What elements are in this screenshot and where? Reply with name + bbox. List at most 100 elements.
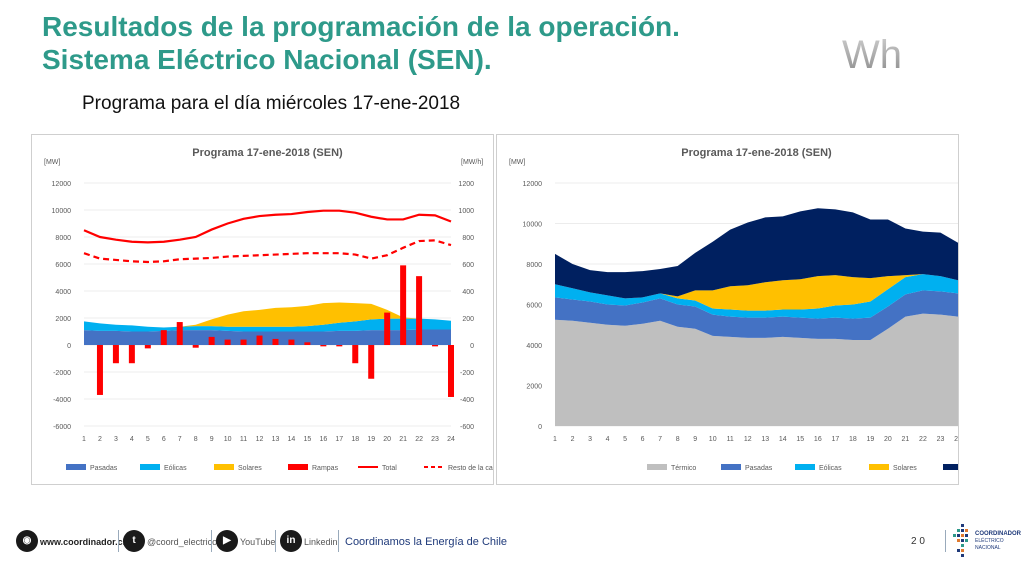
x-tick-label: 22 bbox=[919, 436, 927, 443]
x-tick-label: 8 bbox=[194, 436, 198, 443]
bar-rampas bbox=[256, 335, 263, 345]
y2-tick-label: -400 bbox=[460, 397, 474, 404]
x-tick-label: 11 bbox=[240, 436, 247, 443]
y-tick-label: -2000 bbox=[53, 370, 71, 377]
bar-rampas bbox=[192, 345, 199, 348]
x-tick-label: 1 bbox=[553, 436, 557, 443]
legend-swatch-rampas bbox=[288, 464, 308, 470]
y-tick-label: 12000 bbox=[523, 181, 543, 188]
y-tick-label: 0 bbox=[67, 343, 71, 350]
bar-rampas bbox=[112, 345, 119, 364]
legend-swatch-solares bbox=[869, 464, 889, 470]
twitter-handle[interactable]: @coord_electrico bbox=[147, 537, 218, 547]
linkedin-icon[interactable]: in bbox=[280, 530, 302, 552]
x-tick-label: 15 bbox=[303, 436, 311, 443]
x-tick-label: 10 bbox=[709, 436, 717, 443]
x-tick-label: 10 bbox=[224, 436, 232, 443]
legend-swatch-e-licas bbox=[795, 464, 815, 470]
footer-divider bbox=[338, 530, 339, 552]
x-tick-label: 20 bbox=[884, 436, 892, 443]
area-solares bbox=[84, 302, 451, 328]
x-tick-label: 17 bbox=[335, 436, 343, 443]
x-tick-label: 5 bbox=[623, 436, 627, 443]
y2-tick-label: 800 bbox=[462, 235, 474, 242]
bar-rampas bbox=[160, 330, 167, 345]
page-title: Resultados de la programación de la oper… bbox=[42, 10, 680, 76]
x-tick-label: 13 bbox=[272, 436, 280, 443]
x-tick-label: 3 bbox=[114, 436, 118, 443]
x-tick-label: 16 bbox=[814, 436, 822, 443]
title-line-2: Sistema Eléctrico Nacional (SEN). bbox=[42, 44, 492, 75]
x-tick-label: 11 bbox=[727, 436, 734, 443]
linkedin-link[interactable]: Linkedin bbox=[304, 537, 338, 547]
area-e-licas bbox=[555, 274, 958, 319]
x-tick-label: 21 bbox=[902, 436, 910, 443]
area-e-regulada bbox=[555, 208, 958, 299]
bar-rampas bbox=[384, 312, 391, 345]
bar-rampas bbox=[320, 345, 327, 347]
legend-label-pasadas: Pasadas bbox=[745, 465, 773, 472]
legend-swatch-solares bbox=[214, 464, 234, 470]
youtube-link[interactable]: YouTube bbox=[240, 537, 276, 547]
footer-divider bbox=[211, 530, 212, 552]
website-link[interactable]: www.coordinador.cl bbox=[40, 537, 126, 547]
legend-label-total: Total bbox=[382, 465, 397, 472]
footer-divider bbox=[275, 530, 276, 552]
legend-label-e-licas: Eólicas bbox=[164, 465, 187, 472]
title-line-1: Resultados de la programación de la oper… bbox=[42, 11, 680, 42]
bar-rampas bbox=[368, 345, 375, 379]
x-tick-label: 2 bbox=[571, 436, 575, 443]
y-tick-label: 2000 bbox=[55, 316, 71, 323]
x-tick-label: 9 bbox=[210, 436, 214, 443]
x-tick-label: 4 bbox=[130, 436, 134, 443]
legend-swatch-e-regulada bbox=[943, 464, 958, 470]
footer-slogan: Coordinamos la Energía de Chile bbox=[345, 536, 508, 548]
y2-tick-label: 200 bbox=[462, 316, 474, 323]
x-tick-label: 18 bbox=[351, 436, 359, 443]
bar-rampas bbox=[176, 322, 183, 345]
bar-rampas bbox=[208, 336, 215, 345]
line-total bbox=[83, 209, 452, 244]
y-axis-label: [MW] bbox=[44, 159, 60, 166]
x-tick-label: 19 bbox=[367, 436, 375, 443]
legend-swatch-t-rmico bbox=[647, 464, 667, 470]
x-tick-label: 14 bbox=[779, 436, 787, 443]
legend-label-e-licas: Eólicas bbox=[819, 465, 842, 472]
y-tick-label: 2000 bbox=[526, 384, 542, 391]
area-t-rmico bbox=[555, 313, 958, 426]
bar-rampas bbox=[432, 345, 439, 347]
y2-tick-label: 0 bbox=[470, 343, 474, 350]
legend-label-solares: Solares bbox=[893, 465, 917, 472]
y-tick-label: 10000 bbox=[523, 222, 543, 229]
x-tick-label: 18 bbox=[849, 436, 857, 443]
chart-title: Programa 17-ene-2018 (SEN) bbox=[192, 147, 343, 159]
y2-tick-label: 1000 bbox=[458, 208, 474, 215]
y-tick-label: 6000 bbox=[526, 303, 542, 310]
y-axis-label: [MW] bbox=[509, 159, 525, 166]
y2-tick-label: 600 bbox=[462, 262, 474, 269]
legend-label-rampas: Rampas bbox=[312, 465, 339, 472]
logo-text: Wh bbox=[842, 33, 902, 76]
y-tick-label: 8000 bbox=[526, 262, 542, 269]
youtube-icon[interactable]: ▶ bbox=[216, 530, 238, 552]
legend-label-t-rmico: Térmico bbox=[671, 465, 696, 472]
bar-rampas bbox=[448, 345, 454, 397]
y-tick-label: -4000 bbox=[53, 397, 71, 404]
bar-rampas bbox=[224, 339, 231, 345]
generation-load-chart: Programa 17-ene-2018 (SEN)[MW] [MW/h]1200… bbox=[44, 147, 493, 472]
y-tick-label: -6000 bbox=[53, 424, 71, 431]
x-tick-label: 3 bbox=[588, 436, 592, 443]
bar-rampas bbox=[288, 339, 295, 345]
wh-logo: Wh bbox=[842, 33, 902, 76]
twitter-icon[interactable]: t bbox=[123, 530, 145, 552]
y-tick-label: 8000 bbox=[55, 235, 71, 242]
web-icon: ◉ bbox=[16, 530, 38, 552]
x-tick-label: 6 bbox=[641, 436, 645, 443]
footer-divider bbox=[118, 530, 119, 552]
x-tick-label: 23 bbox=[431, 436, 439, 443]
bar-rampas bbox=[352, 345, 359, 364]
chart-panel-left: Programa 17-ene-2018 (SEN) [MW] [MW/h] 1200… bbox=[31, 134, 494, 485]
x-tick-label: 16 bbox=[319, 436, 327, 443]
y-tick-label: 0 bbox=[538, 424, 542, 431]
y2-axis-label: [MW/h] bbox=[461, 159, 483, 166]
